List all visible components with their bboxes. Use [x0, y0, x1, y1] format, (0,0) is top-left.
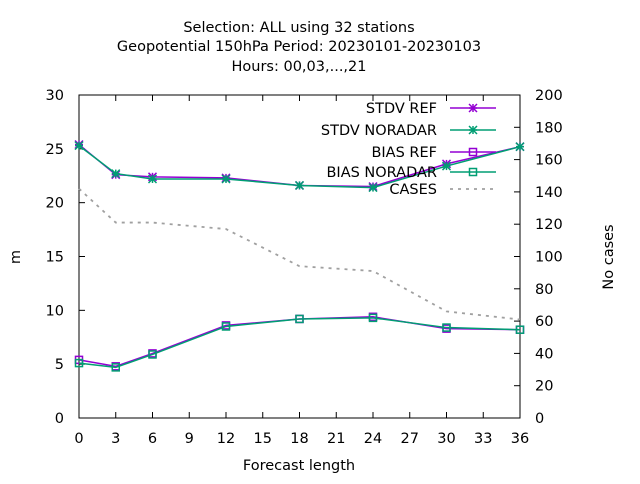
y2-tick-label: 120: [535, 217, 563, 233]
y2-tick-label: 60: [535, 314, 553, 330]
data-point-stdv-noradar: [441, 161, 452, 171]
x-tick-label: 9: [185, 431, 194, 447]
legend-marker-stdv-noradar: [468, 125, 478, 135]
y2-tick-label: 200: [535, 88, 563, 104]
y2-axis: 0 20 40 60 80 100 120 140 160 180 200: [514, 88, 563, 427]
y2-tick-label: 160: [535, 153, 563, 169]
series-line-stdv-ref: [78, 143, 521, 188]
y2-axis-label: No cases: [601, 224, 617, 289]
x-tick-label: 21: [327, 431, 345, 447]
legend: STDV REF STDV NORADAR BIAS REF BIAS NORADAR…: [321, 101, 496, 198]
y-tick-label: 10: [46, 303, 64, 319]
legend-label-stdv-noradar: STDV NORADAR: [321, 123, 437, 139]
y-tick-label: 30: [46, 88, 64, 104]
chart-title-line-1: Selection: ALL using 32 stations: [183, 20, 414, 36]
data-point-bias-noradar: [111, 363, 120, 372]
series-line-bias-ref: [78, 316, 521, 368]
series-stdv-noradar: [74, 141, 525, 193]
chart-title-line-2: Geopotential 150hPa Period: 20230101-202…: [117, 39, 481, 55]
y-tick-label: 0: [55, 411, 64, 427]
chart-title-line-3: Hours: 00,03,...,21: [232, 59, 367, 75]
series-layer: [74, 139, 525, 372]
series-line-stdv-noradar: [78, 145, 521, 189]
x-tick-label: 18: [290, 431, 308, 447]
y2-tick-label: 40: [535, 346, 553, 362]
y2-tick-label: 0: [535, 411, 544, 427]
data-point-stdv-noradar: [515, 142, 525, 152]
y2-tick-label: 100: [535, 250, 563, 266]
x-tick-label: 3: [111, 431, 120, 447]
data-point-stdv-noradar: [368, 183, 378, 193]
legend-marker-bias-noradar: [468, 167, 478, 177]
data-point-stdv-noradar: [294, 180, 305, 190]
data-point-bias-noradar: [74, 358, 84, 368]
series-line-bias-noradar: [78, 317, 521, 369]
y2-tick-label: 180: [535, 120, 563, 136]
x-tick-label: 6: [148, 431, 157, 447]
x-tick-label: 27: [401, 431, 419, 447]
data-point-stdv-noradar: [221, 174, 231, 184]
legend-label-cases: CASES: [389, 182, 437, 198]
data-point-bias-noradar: [221, 322, 231, 331]
y-tick-label: 25: [46, 142, 64, 158]
legend-marker-bias-ref: [468, 147, 478, 157]
x-tick-label: 15: [254, 431, 272, 447]
series-line-cases: [78, 188, 521, 321]
series-bias-noradar: [74, 313, 525, 372]
chart-title: Selection: ALL using 32 stations Geopote…: [117, 20, 481, 75]
series-cases: [78, 188, 521, 321]
y-tick-label: 20: [46, 196, 64, 212]
y-tick-label: 15: [46, 250, 64, 266]
data-point-bias-noradar: [442, 323, 451, 332]
legend-label-stdv-ref: STDV REF: [366, 101, 437, 117]
y-tick-label: 5: [55, 357, 64, 373]
legend-label-bias-ref: BIAS REF: [371, 145, 437, 161]
x-tick-label: 12: [217, 431, 235, 447]
y-axis: 0 5 10 15 20 25 30: [46, 88, 85, 427]
x-axis-label: Forecast length: [243, 458, 355, 474]
data-point-stdv-noradar: [147, 174, 158, 184]
x-tick-label: 33: [474, 431, 492, 447]
data-point-bias-noradar: [368, 313, 378, 323]
x-tick-label: 0: [74, 431, 83, 447]
data-point-stdv-noradar: [111, 169, 121, 179]
legend-marker-stdv-ref: [468, 103, 478, 113]
data-point-bias-noradar: [148, 350, 157, 359]
data-point-bias-noradar: [515, 325, 525, 334]
data-point-stdv-noradar: [74, 141, 84, 151]
x-tick-label: 30: [437, 431, 455, 447]
data-point-bias-noradar: [295, 314, 304, 324]
x-tick-label: 24: [364, 431, 382, 447]
x-axis: 0 3 6 9 12 15 18 21 24 27 30 33 36: [74, 95, 529, 447]
y2-tick-label: 140: [535, 185, 563, 201]
y2-tick-label: 20: [535, 379, 553, 395]
y-axis-label: m: [8, 250, 24, 264]
legend-label-bias-noradar: BIAS NORADAR: [326, 165, 437, 181]
y2-tick-label: 80: [535, 282, 553, 298]
plot-area-frame: [78, 94, 521, 419]
x-tick-label: 36: [511, 431, 529, 447]
